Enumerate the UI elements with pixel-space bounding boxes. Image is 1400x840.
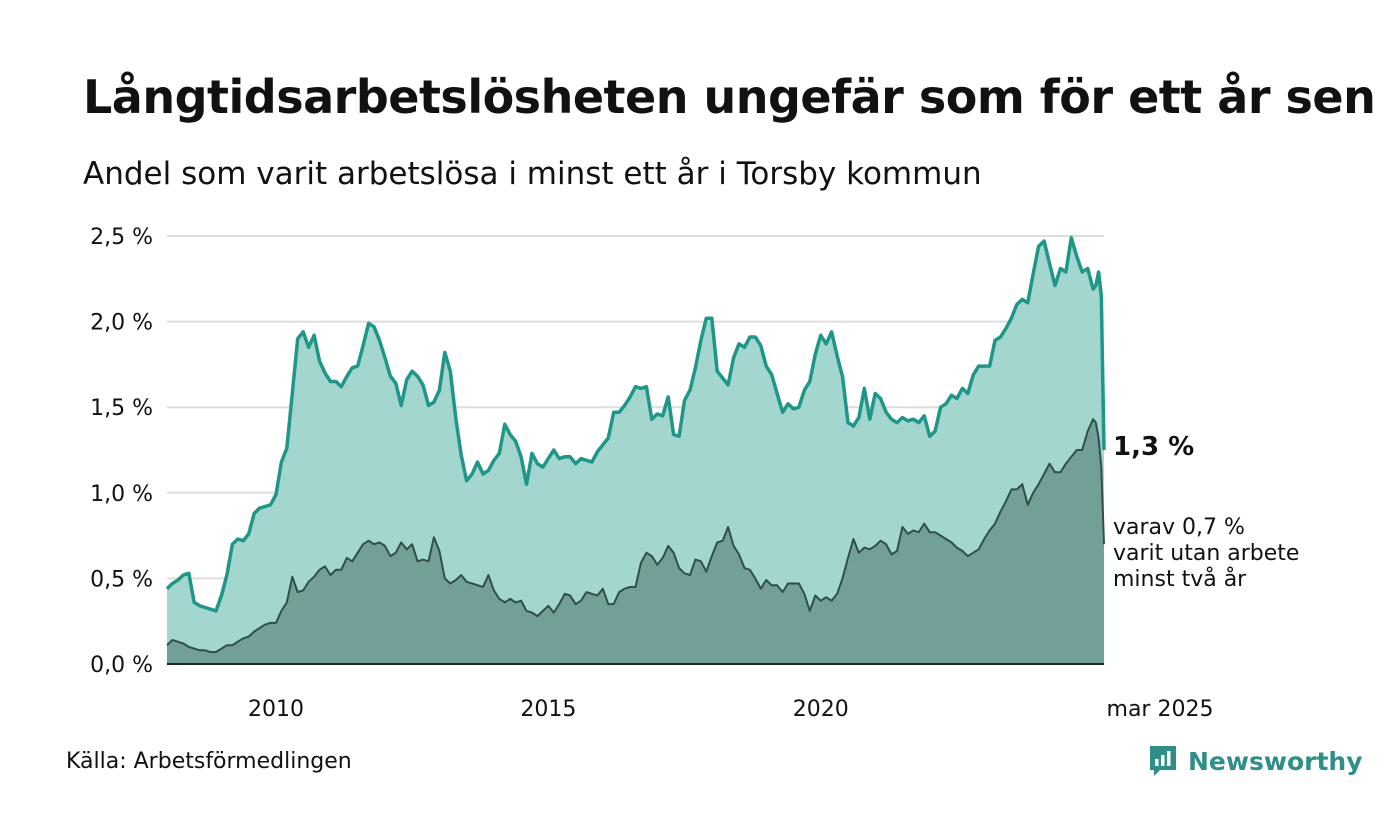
source-note: Källa: Arbetsförmedlingen — [66, 749, 352, 774]
y-tick-label: 2,0 % — [90, 311, 153, 336]
chart-areas — [165, 235, 1106, 664]
newsworthy-logo-icon — [1150, 746, 1176, 776]
secondary-note-line-3: minst två år — [1113, 567, 1247, 592]
x-tick-label: mar 2025 — [1107, 697, 1214, 722]
y-tick-label: 1,5 % — [90, 396, 153, 421]
series-2-line — [166, 418, 1105, 653]
series-2-area — [167, 419, 1104, 664]
y-tick-label: 2,5 % — [90, 225, 153, 250]
y-tick-label: 1,0 % — [90, 482, 153, 507]
chart-title: Långtidsarbetslösheten ungefär som för e… — [83, 70, 1376, 124]
chart-axes: 0,0 % 0,5 % 1,0 % 1,5 % 2,0 % 2,5 % 2010 2015 20… — [90, 225, 1213, 722]
newsworthy-logo: Newsworthy — [1148, 744, 1363, 778]
y-tick-label: 0,0 % — [90, 653, 153, 678]
y-tick-label: 0,5 % — [90, 567, 153, 592]
secondary-series-note: varav 0,7 % varit utan arbete minst två … — [1113, 515, 1299, 593]
x-tick-label: 2015 — [520, 697, 576, 722]
chart-subtitle: Andel som varit arbetslösa i minst ett å… — [83, 156, 982, 192]
x-tick-label: 2020 — [793, 697, 849, 722]
secondary-note-line-1: varav 0,7 % — [1113, 515, 1245, 540]
brand-name: Newsworthy — [1188, 746, 1363, 776]
latest-value-label: 1,3 % — [1113, 432, 1195, 462]
x-tick-label: 2010 — [248, 697, 304, 722]
series-1-line — [165, 235, 1106, 613]
secondary-note-line-2: varit utan arbete — [1113, 541, 1300, 566]
